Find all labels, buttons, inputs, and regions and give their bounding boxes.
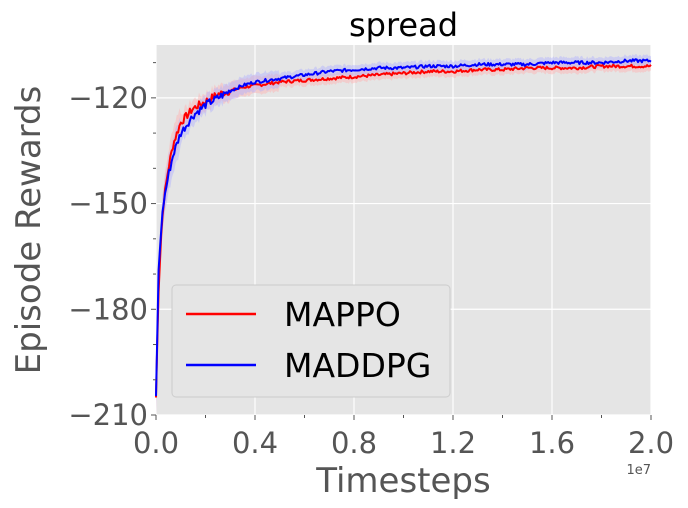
- x-axis-offset-label: 1e7: [626, 463, 651, 478]
- y-tick-label: −210: [68, 398, 148, 432]
- legend-label-maddpg: MADDPG: [284, 346, 431, 385]
- chart-title: spread: [349, 6, 458, 44]
- series-line-maddpg: [155, 58, 652, 397]
- legend: MAPPO MADDPG: [171, 284, 451, 398]
- x-tick-label: 1.6: [529, 426, 575, 460]
- axis-ticks: 0.0 0.4 0.8 1.2 1.6 2.0 −210 −180 −150 −120: [68, 62, 674, 460]
- series-lines: [155, 58, 652, 398]
- y-tick-label: −120: [68, 81, 148, 115]
- y-tick-label: −150: [68, 187, 148, 221]
- y-tick-label: −180: [68, 292, 148, 326]
- x-tick-label: 0.0: [133, 426, 179, 460]
- x-tick-label: 1.2: [430, 426, 476, 460]
- x-axis-label: Timesteps: [315, 461, 490, 501]
- x-tick-label: 2.0: [628, 426, 674, 460]
- y-axis-label: Episode Rewards: [9, 86, 49, 375]
- x-tick-label: 0.8: [331, 426, 377, 460]
- legend-label-mappo: MAPPO: [284, 295, 401, 334]
- x-tick-label: 0.4: [232, 426, 278, 460]
